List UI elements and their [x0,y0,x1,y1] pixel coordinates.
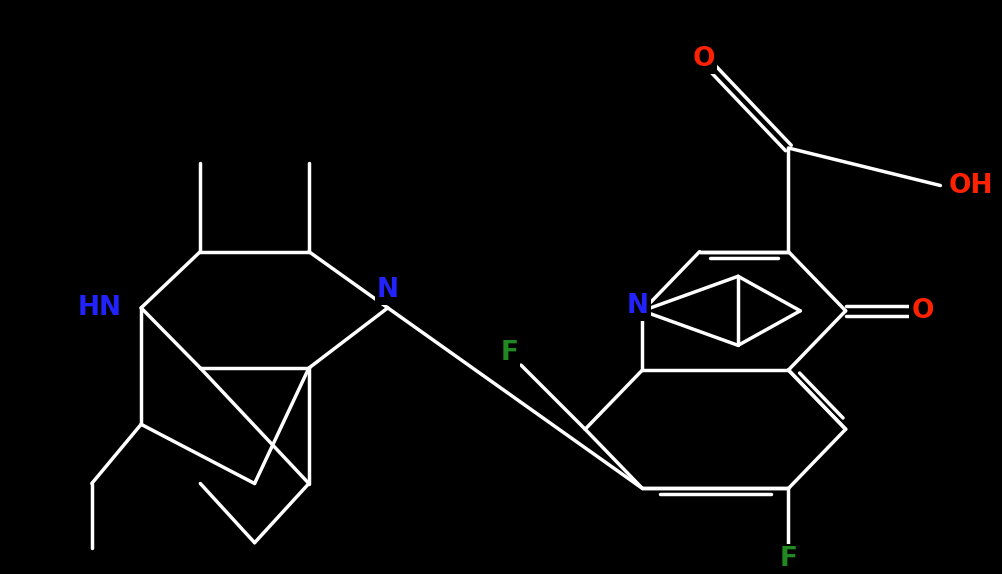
Text: HN: HN [77,295,121,321]
Text: O: O [911,298,933,324]
Text: O: O [691,46,714,72]
Text: F: F [500,340,518,366]
Text: OH: OH [947,173,992,199]
Text: F: F [779,546,797,572]
Text: N: N [626,293,648,319]
Text: N: N [377,277,399,303]
